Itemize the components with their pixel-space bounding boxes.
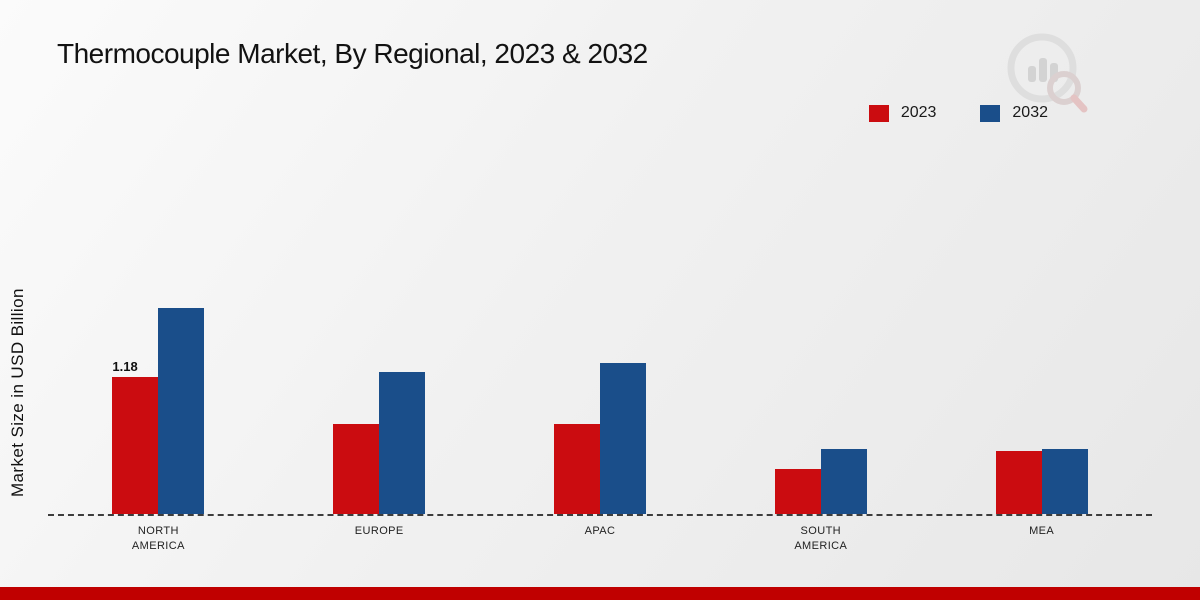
bar-group-north-america: 1.18 <box>48 308 269 514</box>
bar-2032-apac <box>599 363 646 514</box>
footer-red-bar <box>0 587 1200 600</box>
x-axis-label-mea: MEA <box>1029 525 1055 537</box>
watermark-magnifier <box>1047 71 1081 105</box>
bar-group-south-america <box>710 449 931 514</box>
legend: 2023 2032 <box>868 104 1048 122</box>
bar-2032-south-america <box>820 449 867 514</box>
bar-2032-mea <box>1041 449 1088 514</box>
legend-label-2023: 2023 <box>900 104 937 121</box>
chart-title: Thermocouple Market, By Regional, 2023 &… <box>57 38 648 69</box>
bar-2032-europe <box>379 372 426 514</box>
legend-swatch-2023 <box>868 104 889 122</box>
legend-swatch-2032 <box>980 104 1001 122</box>
legend-item-2032: 2032 <box>980 104 1048 122</box>
bar-2032-north-america <box>158 308 205 514</box>
bar-2023-apac <box>553 424 600 514</box>
x-axis-labels: NORTH AMERICA EUROPE APAC SOUTH AMERICA MEA <box>48 524 1152 554</box>
x-axis-label-apac: APAC <box>584 525 616 537</box>
legend-item-2023: 2023 <box>868 104 937 122</box>
plot-area: 1.18 <box>48 244 1152 514</box>
y-axis-label: Market Size in USD Billion <box>8 288 27 497</box>
x-axis-baseline <box>48 514 1152 516</box>
watermark-magnifier-handle <box>1070 94 1088 113</box>
bar-2023-north-america: 1.18 <box>112 359 159 514</box>
legend-label-2032: 2032 <box>1012 104 1048 121</box>
watermark-bar-2 <box>1039 58 1047 82</box>
bar-2023-mea <box>995 451 1042 514</box>
x-axis-label-north-america: NORTH AMERICA <box>131 525 185 552</box>
bar-2023-south-america <box>774 469 821 514</box>
bar-2023-europe <box>333 424 380 514</box>
watermark-bar-1 <box>1028 66 1036 82</box>
bar-group-apac <box>490 363 711 514</box>
watermark-logo <box>998 28 1090 116</box>
watermark-ring <box>1007 33 1077 103</box>
data-label-1.18: 1.18 <box>112 359 138 374</box>
bar-group-mea <box>931 449 1152 514</box>
x-axis-label-south-america: SOUTH AMERICA <box>794 525 848 552</box>
bar-group-europe <box>269 372 490 514</box>
x-axis-label-europe: EUROPE <box>354 525 404 537</box>
